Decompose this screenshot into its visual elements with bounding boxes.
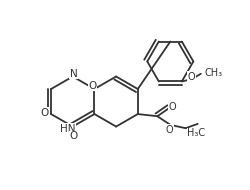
Text: N: N xyxy=(70,69,78,79)
Text: O: O xyxy=(166,125,173,135)
Text: O: O xyxy=(40,108,49,118)
Text: O: O xyxy=(188,72,196,82)
Text: CH₃: CH₃ xyxy=(204,68,222,78)
Text: O: O xyxy=(169,102,176,112)
Text: O: O xyxy=(70,131,78,141)
Text: O: O xyxy=(88,81,96,91)
Text: H₃C: H₃C xyxy=(188,128,206,138)
Text: HN: HN xyxy=(60,124,75,134)
